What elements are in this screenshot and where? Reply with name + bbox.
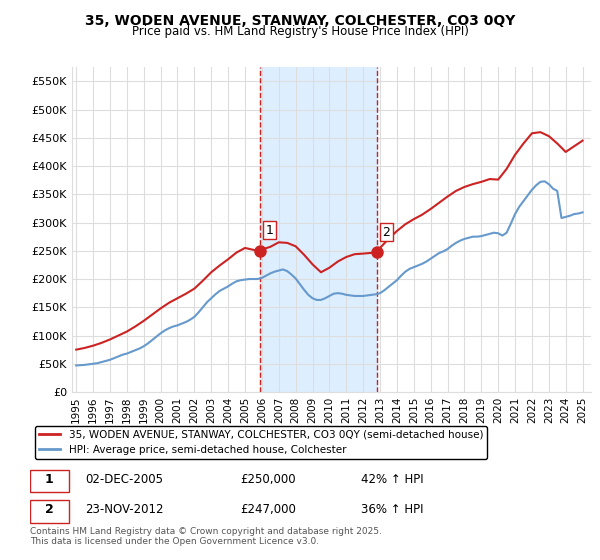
Text: Price paid vs. HM Land Registry's House Price Index (HPI): Price paid vs. HM Land Registry's House …	[131, 25, 469, 38]
Text: 35, WODEN AVENUE, STANWAY, COLCHESTER, CO3 0QY: 35, WODEN AVENUE, STANWAY, COLCHESTER, C…	[85, 14, 515, 28]
Bar	[260, 67, 377, 392]
Text: 02-DEC-2005: 02-DEC-2005	[85, 473, 163, 486]
Text: £247,000: £247,000	[240, 503, 296, 516]
Text: 1: 1	[266, 224, 274, 237]
Text: £250,000: £250,000	[240, 473, 295, 486]
FancyBboxPatch shape	[30, 469, 68, 492]
Text: 1: 1	[45, 473, 53, 486]
Text: 36% ↑ HPI: 36% ↑ HPI	[361, 503, 424, 516]
FancyBboxPatch shape	[30, 500, 68, 522]
Text: 23-NOV-2012: 23-NOV-2012	[85, 503, 164, 516]
Legend: 35, WODEN AVENUE, STANWAY, COLCHESTER, CO3 0QY (semi-detached house), HPI: Avera: 35, WODEN AVENUE, STANWAY, COLCHESTER, C…	[35, 426, 487, 459]
Text: 2: 2	[45, 503, 53, 516]
Text: 42% ↑ HPI: 42% ↑ HPI	[361, 473, 424, 486]
Text: 2: 2	[382, 226, 390, 239]
Text: Contains HM Land Registry data © Crown copyright and database right 2025.
This d: Contains HM Land Registry data © Crown c…	[30, 526, 382, 546]
